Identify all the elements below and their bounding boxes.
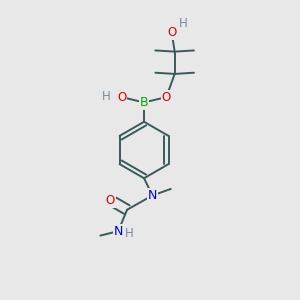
Text: H: H xyxy=(125,227,134,240)
Text: N: N xyxy=(113,225,123,238)
Text: B: B xyxy=(140,96,148,109)
Text: N: N xyxy=(148,189,157,202)
Text: O: O xyxy=(106,194,115,207)
Text: O: O xyxy=(167,26,176,39)
Text: H: H xyxy=(178,17,188,31)
Text: O: O xyxy=(117,91,126,103)
Text: O: O xyxy=(162,91,171,103)
Text: H: H xyxy=(102,90,111,103)
